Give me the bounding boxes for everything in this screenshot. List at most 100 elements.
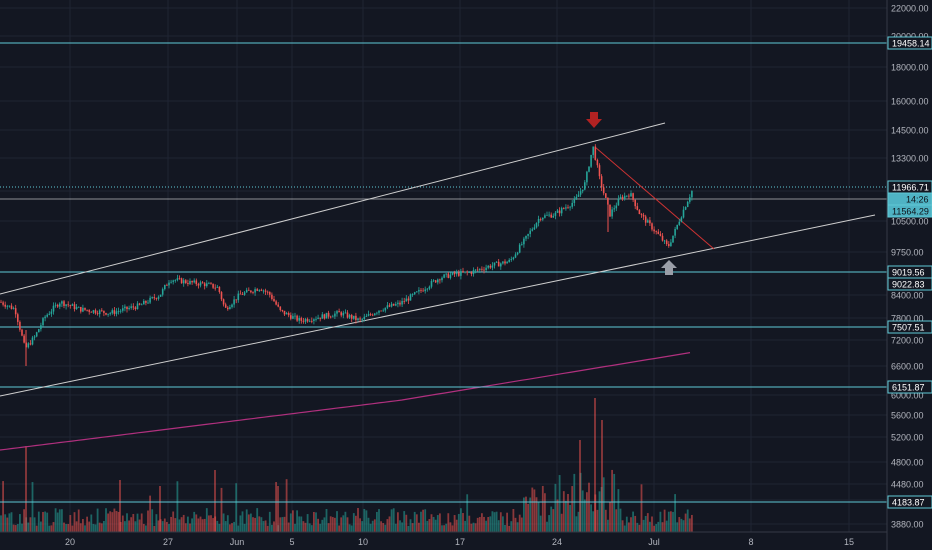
candle-body bbox=[315, 318, 317, 320]
candle-body bbox=[92, 310, 95, 313]
candle-body bbox=[40, 325, 42, 330]
candle-body bbox=[140, 304, 143, 306]
volume-bar bbox=[189, 523, 191, 532]
volume-bar bbox=[42, 512, 44, 532]
candle-body bbox=[298, 318, 300, 321]
volume-bar bbox=[636, 522, 639, 532]
candle-body bbox=[12, 308, 15, 310]
candle-body bbox=[516, 252, 519, 255]
volume-bar bbox=[359, 518, 361, 532]
volume-bar bbox=[218, 523, 221, 532]
volume-bar bbox=[499, 512, 502, 532]
volume-bar bbox=[594, 398, 596, 532]
candle-body bbox=[439, 279, 441, 281]
volume-bar bbox=[142, 523, 145, 532]
volume-bar bbox=[489, 516, 492, 532]
volume-bar bbox=[308, 523, 311, 532]
candle-body bbox=[323, 314, 326, 319]
time-tick-label: 15 bbox=[844, 537, 854, 547]
volume-bar bbox=[569, 504, 571, 532]
volume-bar bbox=[684, 513, 687, 532]
candle-body bbox=[472, 270, 475, 274]
candle-body bbox=[491, 265, 494, 268]
candle-body bbox=[449, 274, 452, 278]
volume-bar bbox=[29, 517, 32, 532]
volume-bar bbox=[642, 519, 645, 532]
volume-bar bbox=[79, 523, 82, 532]
candle-body bbox=[640, 214, 643, 215]
candle-body bbox=[348, 315, 351, 318]
volume-bar bbox=[117, 511, 120, 532]
volume-bar bbox=[350, 525, 353, 532]
volume-bar bbox=[651, 516, 653, 532]
volume-bar bbox=[313, 512, 315, 532]
candle-body bbox=[500, 263, 502, 267]
volume-bar bbox=[558, 475, 561, 532]
volume-bar bbox=[646, 513, 649, 532]
time-axis[interactable]: 20 27 Jun 5 10 17 24 Jul 8 15 bbox=[0, 531, 887, 547]
volume-bar bbox=[273, 521, 275, 532]
volume-bar bbox=[464, 520, 466, 532]
candle-body bbox=[579, 191, 582, 195]
volume-bar bbox=[302, 521, 305, 532]
volume-bar bbox=[21, 523, 23, 532]
volume-bar bbox=[420, 511, 422, 532]
candle-body bbox=[590, 154, 592, 167]
volume-bar bbox=[103, 520, 105, 532]
volume-bar bbox=[75, 521, 78, 532]
candle-body bbox=[69, 305, 72, 306]
volume-bar bbox=[239, 515, 242, 532]
candle-body bbox=[514, 254, 517, 258]
volume-bar bbox=[539, 515, 542, 532]
volume-bar bbox=[474, 523, 477, 532]
candle-body bbox=[275, 301, 277, 305]
volume-bar bbox=[65, 524, 67, 532]
candle-body bbox=[525, 235, 527, 239]
candle-body bbox=[571, 202, 573, 207]
volume-bar bbox=[216, 520, 219, 532]
volume-bar bbox=[331, 517, 334, 532]
candle-body bbox=[369, 314, 372, 315]
candle-body bbox=[468, 272, 471, 273]
candle-body bbox=[535, 222, 538, 228]
volume-bar bbox=[409, 519, 412, 532]
candle-body bbox=[691, 190, 693, 198]
candle-body bbox=[77, 306, 80, 308]
candle-body bbox=[676, 224, 678, 229]
volume-bar bbox=[623, 525, 626, 532]
volume-bar bbox=[275, 482, 277, 532]
volume-bar bbox=[523, 497, 525, 532]
candle-body bbox=[359, 318, 361, 320]
candle-body bbox=[374, 313, 376, 316]
volume-bar bbox=[640, 484, 643, 532]
volume-bar bbox=[138, 519, 141, 532]
volume-bar bbox=[52, 522, 55, 532]
volume-bar bbox=[222, 513, 225, 532]
volume-bar bbox=[184, 523, 187, 532]
horizontal-levels bbox=[0, 42, 887, 503]
candle-body bbox=[388, 305, 391, 307]
candle-body bbox=[180, 278, 183, 284]
volume-bar bbox=[583, 499, 586, 532]
volume-bar bbox=[94, 524, 97, 532]
candle-body bbox=[8, 305, 11, 307]
candle-body bbox=[201, 282, 204, 284]
candle-body bbox=[155, 298, 158, 299]
volume-bar bbox=[285, 479, 288, 532]
time-tick-label: 24 bbox=[552, 537, 562, 547]
candle-body bbox=[653, 229, 655, 232]
candle-body bbox=[262, 290, 265, 292]
volume-bar bbox=[33, 517, 36, 532]
candle-body bbox=[684, 206, 687, 210]
volume-bar bbox=[621, 520, 624, 532]
volume-bar bbox=[300, 516, 303, 532]
volume-bar bbox=[107, 513, 109, 532]
candle-body bbox=[254, 289, 256, 293]
candle-body bbox=[119, 310, 122, 312]
volume-bar bbox=[644, 515, 647, 532]
level-price-tag bbox=[887, 380, 932, 394]
volume-bar bbox=[153, 525, 156, 532]
volume-bar bbox=[397, 512, 399, 532]
candle-body bbox=[159, 294, 162, 297]
